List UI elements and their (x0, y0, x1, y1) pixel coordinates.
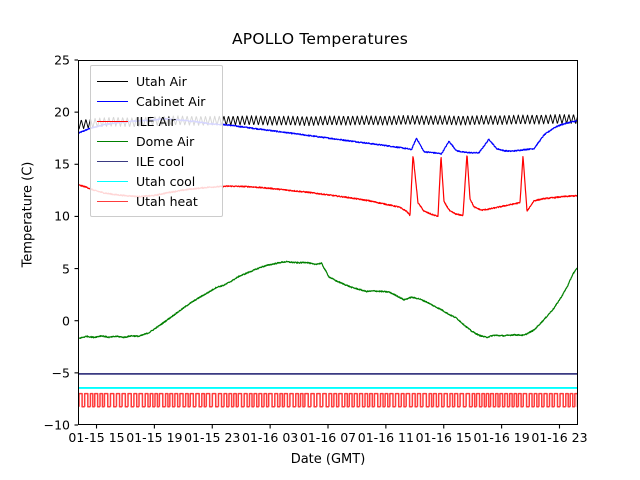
x-axis-tick-label: 01-16 11 (357, 430, 414, 445)
y-axis-tick-label: −10 (43, 417, 70, 433)
x-axis-tick-label: 01-15 15 (68, 430, 125, 445)
y-axis-tick-label: 25 (54, 52, 70, 68)
legend-color-swatch (97, 140, 128, 142)
legend-item-label: Utah Air (136, 73, 187, 89)
legend-color-swatch (97, 160, 128, 162)
legend-color-swatch (97, 100, 128, 102)
legend-item-utah-cool[interactable]: Utah cool (97, 171, 216, 191)
x-axis-tick-label: 01-15 23 (184, 430, 241, 445)
legend-item-utah-heat[interactable]: Utah heat (97, 191, 216, 211)
legend-color-swatch (97, 120, 128, 122)
legend-item-label: ILE cool (136, 153, 185, 169)
series-dome-air (79, 260, 577, 340)
legend-color-swatch (97, 180, 128, 182)
legend-item-label: Utah cool (136, 173, 196, 189)
page-title: APOLLO Temperatures (231, 30, 409, 48)
x-axis-tick-label: 01-16 19 (473, 430, 530, 445)
x-axis-label: Date (GMT) (290, 452, 366, 467)
x-axis-tick-label: 01-16 15 (415, 430, 472, 445)
legend-item-utah-air[interactable]: Utah Air (97, 71, 216, 91)
x-axis-tick-label: 01-15 19 (126, 430, 183, 445)
legend-item-label: Utah heat (136, 193, 198, 209)
y-axis-tick-label: −5 (51, 365, 70, 381)
y-axis-tick-label: 20 (54, 104, 70, 120)
legend[interactable]: Utah Air Cabinet Air ILE Air Dome Air ILE co… (90, 65, 223, 217)
x-axis-tick-label: 01-16 07 (299, 430, 357, 445)
legend-item-dome-air[interactable]: Dome Air (97, 131, 216, 151)
y-axis-tick-label: 5 (62, 261, 70, 277)
legend-color-swatch (97, 80, 128, 82)
y-axis-tick-label: 15 (54, 156, 70, 172)
y-axis-tick-label: 10 (54, 208, 70, 224)
legend-item-ile-cool[interactable]: ILE cool (97, 151, 216, 171)
y-axis-tick-label: 0 (62, 313, 70, 329)
y-axis-tick-labels: −10 −5 0 5 10 15 20 25 (8, 53, 70, 433)
legend-item-label: Cabinet Air (136, 93, 206, 109)
x-axis-tick-label: 01-16 03 (242, 430, 299, 445)
legend-item-label: ILE Air (136, 113, 176, 129)
legend-color-swatch (97, 200, 128, 202)
series-utah-heat (79, 392, 577, 408)
x-axis-tick-label: 01-16 23 (531, 430, 588, 445)
legend-item-cabinet-air[interactable]: Cabinet Air (97, 91, 216, 111)
legend-item-label: Dome Air (136, 133, 195, 149)
legend-item-ile-air[interactable]: ILE Air (97, 111, 216, 131)
